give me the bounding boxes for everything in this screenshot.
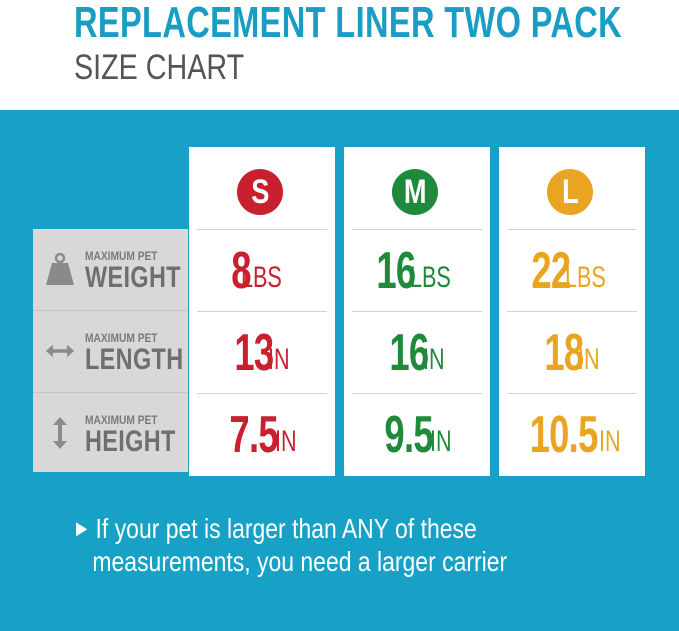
bullet-arrow-icon: ▶	[76, 518, 88, 538]
vertical-arrow-icon	[45, 415, 75, 451]
size-column-s: S 8 LBS 13 IN 7.5 IN	[189, 147, 335, 476]
size-column-l: L 22 LBS 18 IN 10.5 IN	[499, 147, 645, 476]
weight-value: 16 LBS	[344, 230, 490, 311]
value-unit: IN	[274, 424, 297, 458]
value-number: 10.5	[529, 405, 599, 464]
size-column-m: M 16 LBS 16 IN 9.5 IN	[344, 147, 490, 476]
height-value: 9.5 IN	[344, 394, 490, 475]
value-number: 9.5	[384, 405, 434, 464]
length-value: 18 IN	[499, 312, 645, 393]
size-badge-m: M	[392, 169, 438, 215]
value-number: 8	[230, 241, 251, 300]
note-line-2: measurements, you need a larger carrier	[92, 546, 508, 577]
size-label: L	[561, 173, 579, 211]
size-badge-s: S	[237, 169, 283, 215]
height-value: 7.5 IN	[189, 394, 335, 475]
row-label-length: MAXIMUM PET LENGTH	[33, 311, 188, 392]
cell-divider	[352, 229, 482, 230]
row-label-small: MAXIMUM PET	[85, 249, 158, 263]
value-unit: IN	[598, 424, 621, 458]
size-label: M	[403, 173, 427, 211]
row-divider	[33, 310, 188, 311]
row-label-big: WEIGHT	[85, 261, 181, 294]
cell-divider	[197, 393, 327, 394]
row-label-small: MAXIMUM PET	[85, 331, 158, 345]
height-value: 10.5 IN	[499, 394, 645, 475]
value-unit: IN	[429, 424, 452, 458]
length-value: 13 IN	[189, 312, 335, 393]
value-unit: IN	[577, 342, 600, 376]
value-number: 22	[531, 241, 571, 300]
cell-divider	[507, 229, 637, 230]
value-unit: IN	[267, 342, 290, 376]
value-number: 16	[389, 323, 429, 382]
cell-divider	[197, 311, 327, 312]
size-badge-l: L	[547, 169, 593, 215]
horizontal-arrow-icon	[45, 333, 75, 369]
cell-divider	[507, 311, 637, 312]
value-unit: LBS	[564, 260, 606, 294]
value-unit: LBS	[240, 260, 282, 294]
row-label-small: MAXIMUM PET	[85, 413, 158, 427]
value-number: 7.5	[229, 405, 279, 464]
page-subtitle: SIZE CHART	[74, 48, 245, 87]
note-line-1: If your pet is larger than ANY of these	[95, 513, 477, 544]
cell-divider	[352, 393, 482, 394]
row-label-big: LENGTH	[85, 343, 184, 376]
cell-divider	[507, 393, 637, 394]
value-number: 16	[376, 241, 416, 300]
row-label-height: MAXIMUM PET HEIGHT	[33, 393, 188, 474]
value-unit: IN	[422, 342, 445, 376]
length-value: 16 IN	[344, 312, 490, 393]
cell-divider	[197, 229, 327, 230]
row-divider	[33, 392, 188, 393]
size-note: ▶ If your pet is larger than ANY of these…	[76, 512, 507, 578]
weight-value: 8 LBS	[189, 230, 335, 311]
row-label-weight: MAXIMUM PET WEIGHT	[33, 229, 188, 310]
value-number: 18	[544, 323, 584, 382]
weight-value: 22 LBS	[499, 230, 645, 311]
page-title: REPLACEMENT LINER TWO PACK	[74, 0, 623, 47]
value-unit: LBS	[409, 260, 451, 294]
size-label: S	[250, 173, 270, 211]
value-number: 13	[234, 323, 274, 382]
cell-divider	[352, 311, 482, 312]
row-label-big: HEIGHT	[85, 425, 176, 458]
weight-icon	[45, 251, 75, 287]
